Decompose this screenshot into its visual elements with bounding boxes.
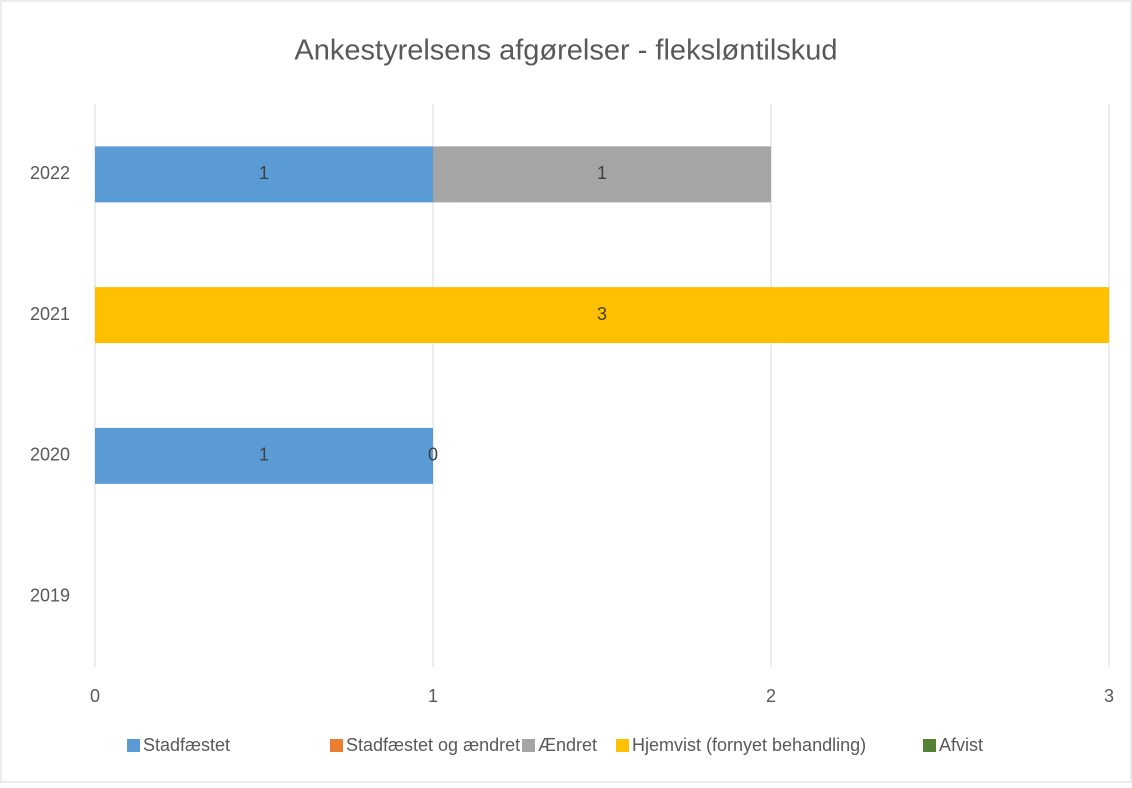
chart-title: Ankestyrelsens afgørelser - fleksløntils…: [294, 35, 837, 67]
legend-swatch: [923, 739, 936, 752]
bar-segment: [433, 146, 771, 203]
data-label: 0: [428, 445, 438, 465]
legend-swatch: [522, 739, 535, 752]
bar-segment: [95, 427, 433, 484]
legend-label: Stadfæstet: [143, 735, 230, 755]
legend-swatch: [616, 739, 629, 752]
bar-segment: [95, 146, 433, 203]
legend-label: Hjemvist (fornyet behandling): [632, 735, 866, 755]
x-tick-label: 3: [1104, 686, 1114, 706]
y-tick-label: 2019: [30, 585, 70, 605]
data-label: 3: [597, 304, 607, 324]
legend-label: Afvist: [939, 735, 983, 755]
x-tick-label: 1: [428, 686, 438, 706]
y-tick-label: 2020: [30, 445, 70, 465]
legend-label: Stadfæstet og ændret: [346, 735, 520, 755]
y-tick-label: 2022: [30, 163, 70, 183]
legend-swatch: [127, 739, 140, 752]
x-tick-label: 0: [90, 686, 100, 706]
legend-swatch: [330, 739, 343, 752]
y-tick-label: 2021: [30, 304, 70, 324]
data-label: 1: [259, 445, 269, 465]
data-label: 1: [597, 163, 607, 183]
legend-label: Ændret: [538, 735, 597, 755]
data-label: 1: [259, 163, 269, 183]
bar-segment: [95, 287, 1109, 344]
x-tick-label: 2: [766, 686, 776, 706]
